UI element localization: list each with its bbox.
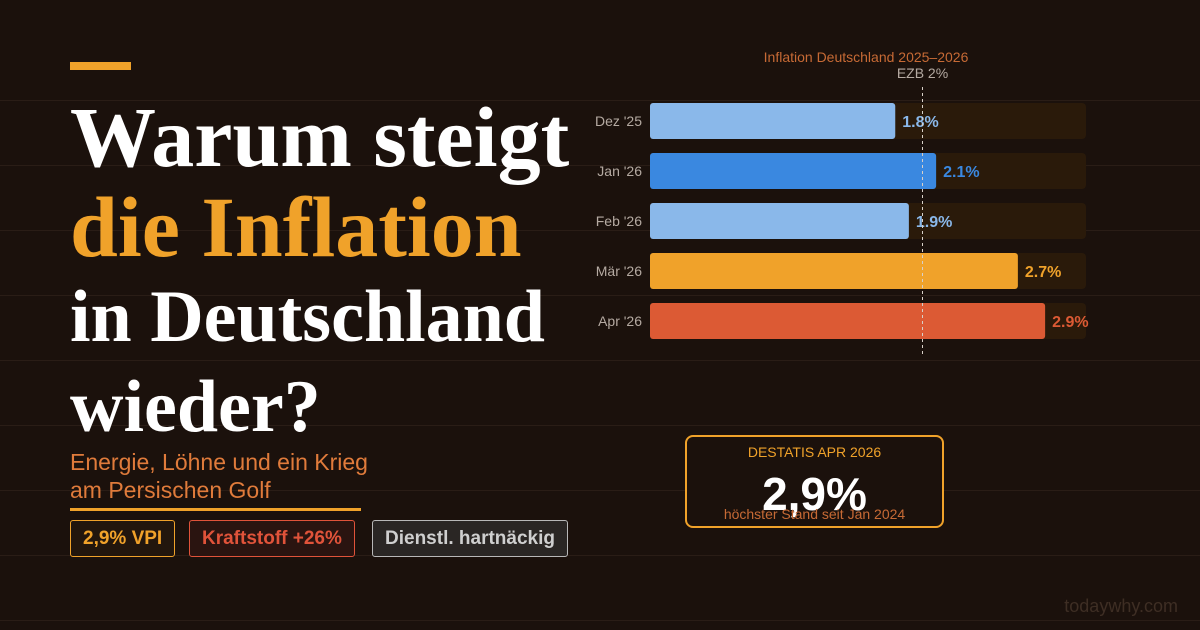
value-label: 2.1% [943,164,979,181]
value-label: 1.8% [902,114,938,131]
stat-label: DESTATIS APR 2026 [747,444,882,460]
watermark: todaywhy.com [1064,596,1178,616]
grid-line [0,165,1200,166]
subtitle: Energie, Löhne und ein Krieg am Persisch… [70,448,368,504]
grid-line [0,490,1200,491]
headline-line-3: in Deutschland [70,276,545,358]
grid-line [0,620,1200,621]
tag-kraftstoff: Kraftstoff +26% [189,520,355,557]
category-label: Mär '26 [596,263,642,279]
category-label: Apr '26 [598,313,642,329]
category-label: Jan '26 [597,163,642,179]
category-label: Feb '26 [596,213,642,229]
bar [650,203,909,239]
inflation-bar-chart: Inflation Deutschland 2025–2026 Dez '25 1.… [595,49,1089,356]
grid-line [0,230,1200,231]
accent-bar [70,62,131,70]
value-label: 1.9% [916,214,952,231]
headline-line-1: Warum steigt [70,89,570,185]
stat-value: 2,9% [762,468,867,520]
chart-title: Inflation Deutschland 2025–2026 [764,49,969,65]
tag-vpi: 2,9% VPI [70,520,176,557]
grid-line [0,295,1200,296]
headline-line-2: die Inflation [70,179,522,275]
value-label: 2.7% [1025,264,1061,281]
value-label: 2.9% [1052,314,1088,331]
bar [650,253,1018,289]
category-label: Dez '25 [595,113,642,129]
grid-line [0,360,1200,361]
subtitle-line-2: am Persischen Golf [70,477,271,503]
tag-dienstleistungen: Dienstl. hartnäckig [372,520,568,557]
headline-line-4: wieder? [70,366,321,448]
grid-line [0,555,1200,556]
bar [650,303,1046,339]
headline: Warum steigt die Inflation in Deutschlan… [70,92,569,452]
subtitle-underline [70,508,361,511]
reference-label: EZB 2% [897,65,948,81]
grid-line [0,425,1200,426]
bar [650,103,896,139]
stat-note: höchster Stand seit Jan 2024 [723,506,906,522]
bar [650,153,937,189]
stat-box: DESTATIS APR 2026 2,9% höchster Stand se… [685,435,944,528]
grid-line [0,100,1200,101]
subtitle-line-1: Energie, Löhne und ein Krieg [70,449,368,475]
